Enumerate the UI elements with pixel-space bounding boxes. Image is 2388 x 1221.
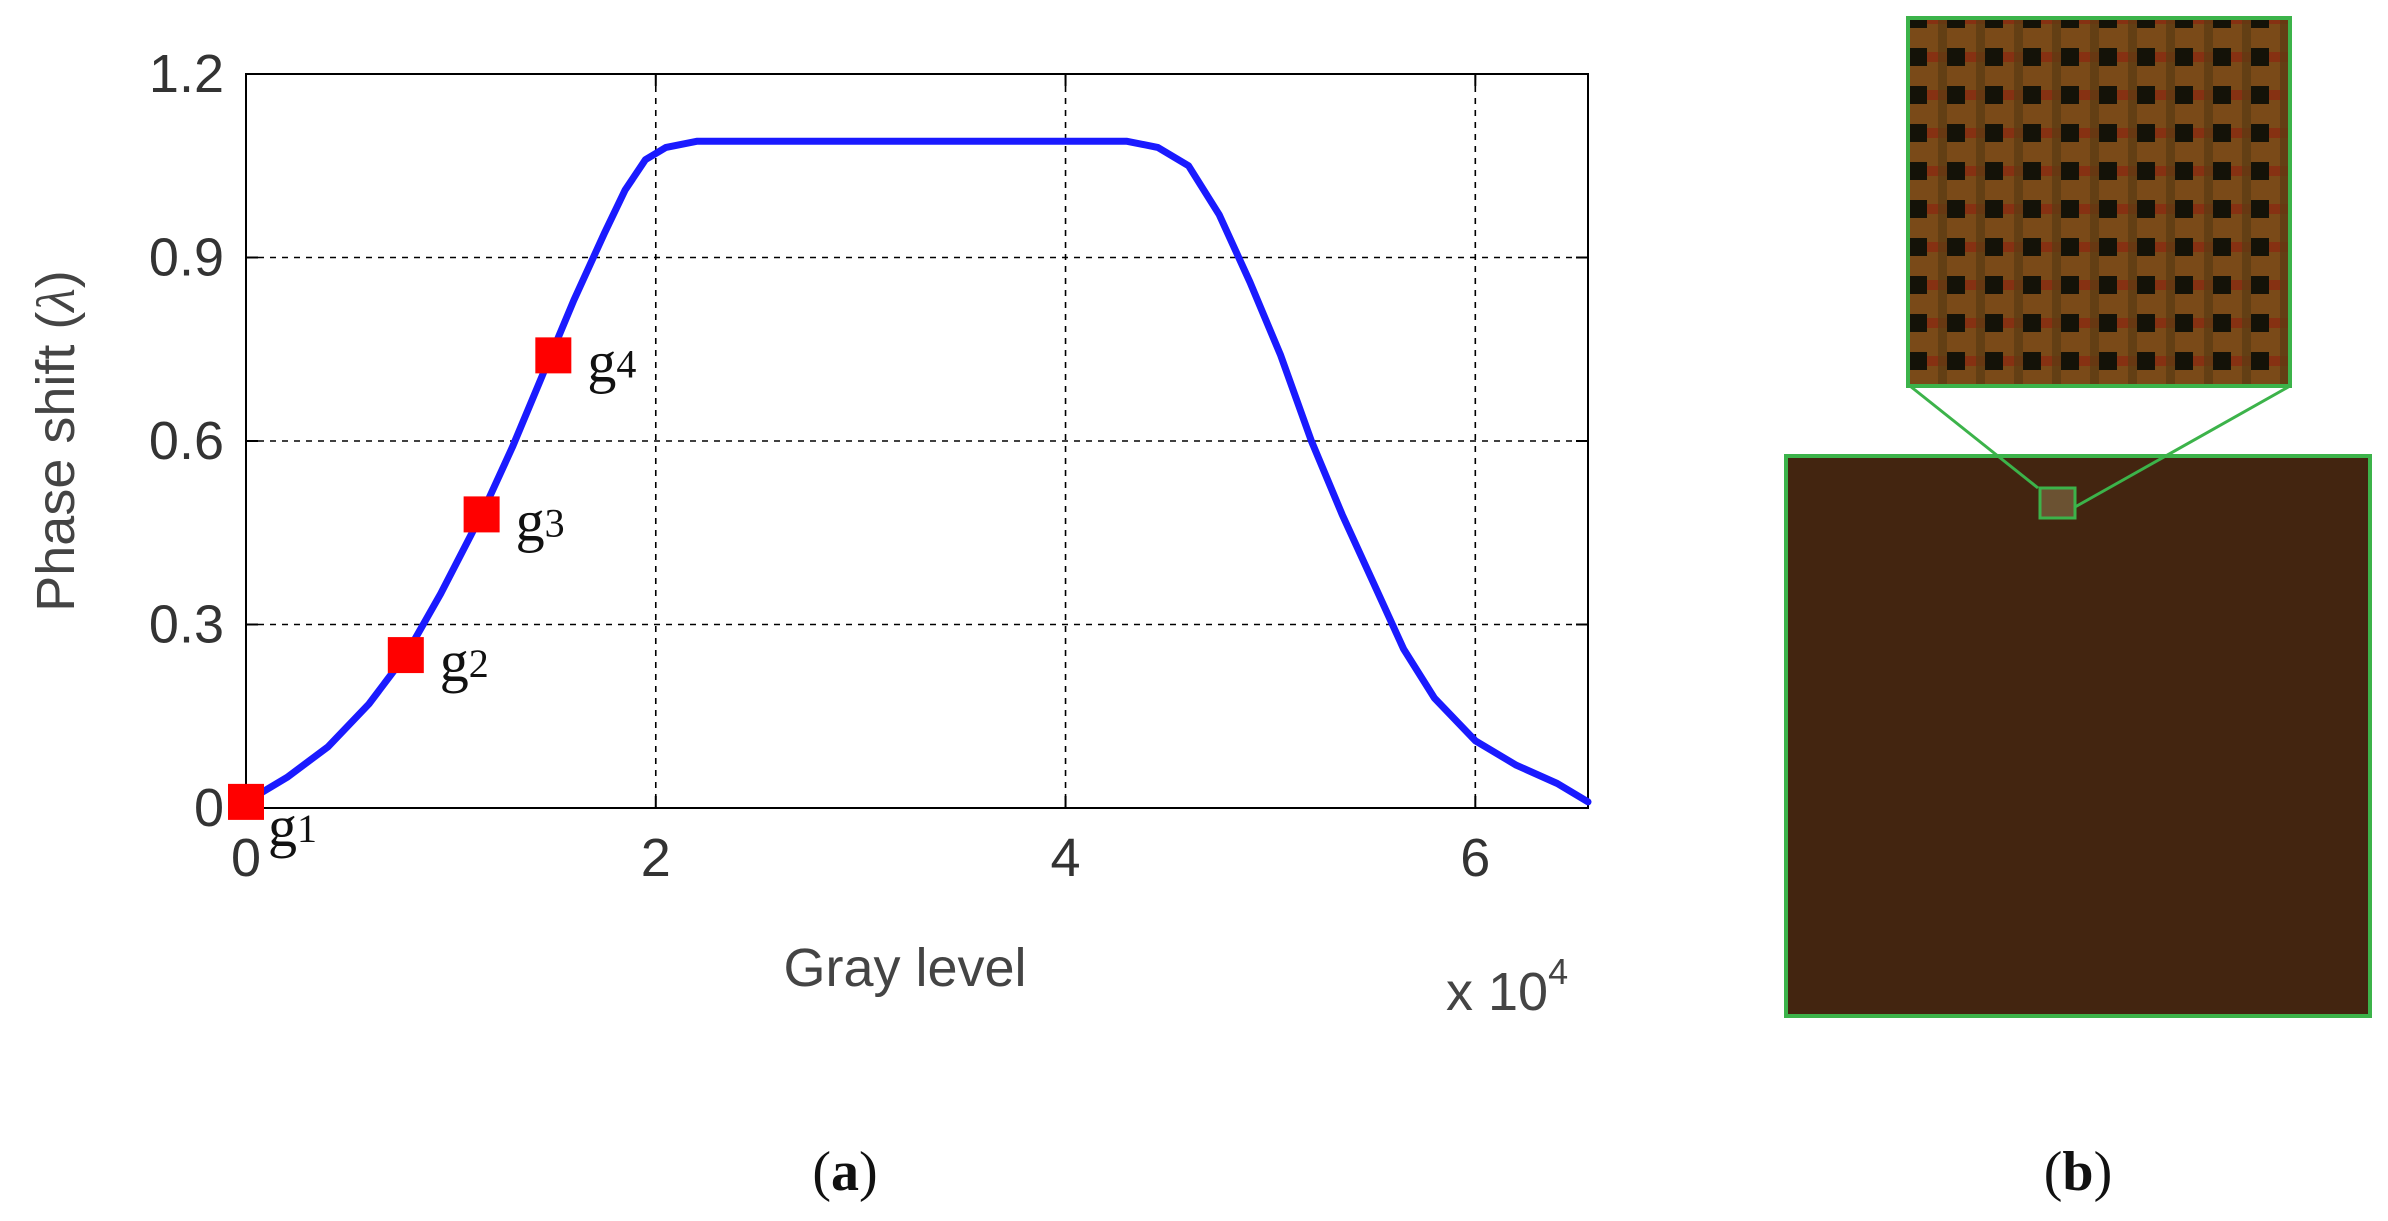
caption-a: (a) [812,1141,877,1203]
y-axis-label-text: Phase shift ( [26,312,86,612]
zoom-inset-image [1906,16,2292,388]
y-tick-label: 0 [194,778,224,838]
marker-label-subscript: 4 [616,341,636,386]
caption-b-letter: b [2062,1141,2093,1203]
x-tick-label: 0 [231,828,261,888]
panel-b [1784,16,2372,1018]
marker-label-letter: g [587,329,616,394]
y-tick-label: 0.9 [149,228,224,288]
y-axis-label: Phase shift (λ) [26,270,86,612]
y-axis-label-close: ) [26,270,86,288]
x-axis-multiplier: x 104 [1446,951,1568,1022]
y-tick-label: 1.2 [149,44,224,104]
marker-g3 [463,496,500,533]
y-tick-marks [246,73,1588,809]
grid-lines [246,74,1588,808]
x-tick-label: 4 [1051,828,1081,888]
x-tick-label: 2 [641,828,671,888]
marker-label-subscript: 3 [545,500,565,545]
phase-shift-curve [242,137,1592,806]
caption-b-close: ) [2094,1141,2113,1203]
marker-label-g4: g4 [587,329,636,394]
caption-b: (b) [2044,1141,2112,1203]
marker-label-g1: g1 [268,794,317,859]
marker-g2 [387,637,424,674]
zoom-connector-left [1909,384,2039,490]
x-tick-labels: 0 2 4 6 [231,828,1490,888]
marker-label-g2: g2 [440,629,489,694]
marker-label-letter: g [440,629,469,694]
marker-g1 [228,783,264,820]
marker-g4 [535,337,572,374]
caption-a-close: ) [859,1141,878,1203]
y-axis-label-symbol: λ [26,288,86,313]
marker-label-subscript: 1 [297,806,317,851]
marker-label-letter: g [268,794,297,859]
y-tick-label: 0.3 [149,595,224,655]
y-tick-label: 0.6 [149,411,224,471]
x-axis-multiplier-base: x 10 [1446,962,1548,1022]
series-group [242,137,1592,806]
caption-b-open: ( [2044,1141,2063,1203]
caption-a-open: ( [812,1141,831,1203]
y-tick-labels: 0 0.3 0.6 0.9 1.2 [149,44,224,838]
x-tick-label: 6 [1460,828,1490,888]
zoom-connector-right [2074,384,2291,509]
main-image [1784,454,2372,1018]
marker-label-subscript: 2 [469,641,489,686]
marker-label-g3: g3 [516,488,565,553]
zoom-source-box [2038,486,2077,520]
x-axis-multiplier-exponent: 4 [1548,951,1568,992]
x-axis-label: Gray level [783,938,1026,998]
caption-a-letter: a [831,1141,859,1203]
marker-label-letter: g [516,488,545,553]
